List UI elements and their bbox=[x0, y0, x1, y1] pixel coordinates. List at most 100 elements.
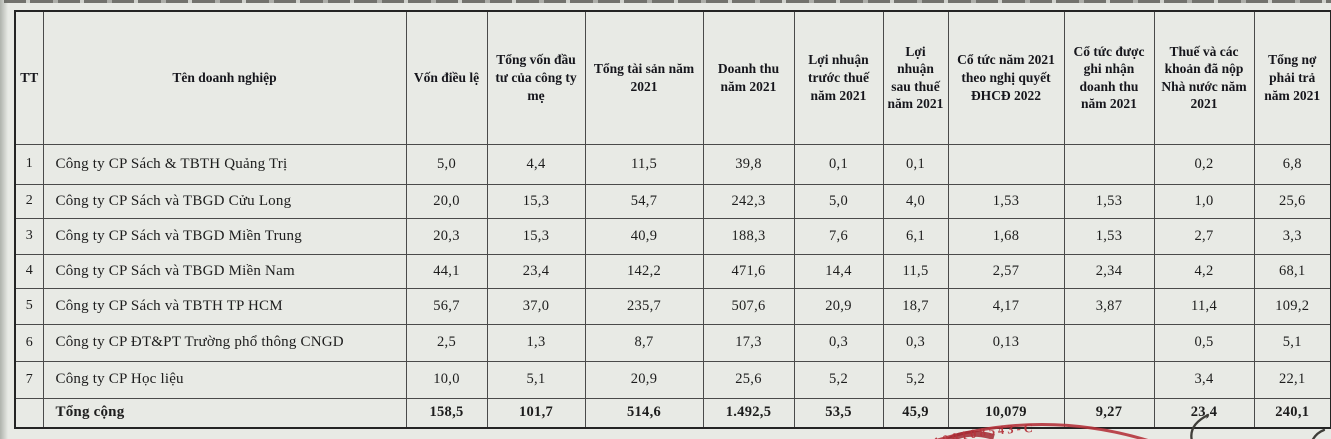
value-cell: 0,1 bbox=[882, 143, 949, 185]
total-value-cell: 9,27 bbox=[1063, 397, 1155, 429]
value-cell: 5,1 bbox=[1253, 323, 1331, 362]
value-cell bbox=[1063, 143, 1155, 185]
value-cell: 5,2 bbox=[882, 360, 949, 399]
value-cell: 23,4 bbox=[486, 253, 586, 289]
value-cell: 5,1 bbox=[486, 360, 586, 399]
value-cell bbox=[947, 360, 1065, 399]
value-cell: 109,2 bbox=[1253, 287, 1331, 325]
value-cell: 0,3 bbox=[882, 323, 949, 362]
column-header-loi-nhuan-truoc-thue: Lợi nhuận trước thuế năm 2021 bbox=[793, 10, 884, 145]
company-name-cell: Công ty CP ĐT&PT Trường phổ thông CNGD bbox=[42, 323, 407, 362]
value-cell: 0,1 bbox=[793, 143, 884, 185]
value-cell: 6,8 bbox=[1253, 143, 1331, 185]
row-index-cell bbox=[14, 397, 44, 429]
value-cell: 1,53 bbox=[1063, 217, 1155, 255]
column-header-co-tuc-nghi-quyet: Cổ tức năm 2021 theo nghị quyết ĐHCĐ 202… bbox=[947, 10, 1065, 145]
value-cell: 5,0 bbox=[405, 143, 488, 185]
total-value-cell: 158,5 bbox=[405, 397, 488, 429]
table-row: 6 Công ty CP ĐT&PT Trường phổ thông CNGD 2… bbox=[14, 323, 1331, 362]
company-name-cell: Công ty CP Sách và TBGD Miền Nam bbox=[42, 253, 407, 289]
value-cell: 2,34 bbox=[1063, 253, 1155, 289]
company-name-cell: Công ty CP Sách và TBTH TP HCM bbox=[42, 287, 407, 325]
column-header-von-dieu-le: Vốn điều lệ bbox=[405, 10, 488, 145]
value-cell: 142,2 bbox=[584, 253, 704, 289]
value-cell: 235,7 bbox=[584, 287, 704, 325]
value-cell: 1,0 bbox=[1153, 183, 1255, 219]
value-cell: 4,4 bbox=[486, 143, 586, 185]
value-cell: 5,0 bbox=[793, 183, 884, 219]
value-cell bbox=[1063, 360, 1155, 399]
value-cell: 1,53 bbox=[1063, 183, 1155, 219]
row-index-cell: 6 bbox=[14, 323, 44, 362]
column-header-tong-tai-san: Tổng tài sản năm 2021 bbox=[584, 10, 704, 145]
value-cell: 2,57 bbox=[947, 253, 1065, 289]
total-row: Tổng cộng 158,5 101,7 514,6 1.492,5 53,5 45,9 1… bbox=[14, 397, 1331, 429]
total-value-cell: 1.492,5 bbox=[702, 397, 795, 429]
value-cell: 40,9 bbox=[584, 217, 704, 255]
company-name-cell: Công ty CP Sách và TBGD Miền Trung bbox=[42, 217, 407, 255]
column-header-doanh-thu: Doanh thu năm 2021 bbox=[702, 10, 795, 145]
value-cell: 4,17 bbox=[947, 287, 1065, 325]
column-header-loi-nhuan-sau-thue: Lợi nhuận sau thuế năm 2021 bbox=[882, 10, 949, 145]
total-value-cell: 45,9 bbox=[882, 397, 949, 429]
company-name-cell: Công ty CP Sách và TBGD Cửu Long bbox=[42, 183, 407, 219]
value-cell: 18,7 bbox=[882, 287, 949, 325]
row-index-cell: 3 bbox=[14, 217, 44, 255]
value-cell: 4,0 bbox=[882, 183, 949, 219]
value-cell: 0,3 bbox=[793, 323, 884, 362]
total-label-cell: Tổng cộng bbox=[42, 397, 407, 429]
row-index-cell: 5 bbox=[14, 287, 44, 325]
value-cell: 3,3 bbox=[1253, 217, 1331, 255]
value-cell: 25,6 bbox=[1253, 183, 1331, 219]
value-cell: 11,5 bbox=[882, 253, 949, 289]
total-value-cell: 53,5 bbox=[793, 397, 884, 429]
value-cell: 20,9 bbox=[793, 287, 884, 325]
value-cell: 11,4 bbox=[1153, 287, 1255, 325]
table-row: 3 Công ty CP Sách và TBGD Miền Trung 20,3 1… bbox=[14, 217, 1331, 255]
value-cell: 68,1 bbox=[1253, 253, 1331, 289]
value-cell: 4,2 bbox=[1153, 253, 1255, 289]
column-header-ten-doanh-nghiep: Tên doanh nghiệp bbox=[42, 10, 407, 145]
table-row: 1 Công ty CP Sách & TBTH Quảng Trị 5,0 4,4 1… bbox=[14, 143, 1331, 185]
scan-artifact-top-line bbox=[4, 0, 1331, 3]
scan-artifact-left-shadow bbox=[0, 0, 8, 439]
table-row: 7 Công ty CP Học liệu 10,0 5,1 20,9 25,6 5,2 5,… bbox=[14, 360, 1331, 399]
value-cell: 5,2 bbox=[793, 360, 884, 399]
value-cell: 15,3 bbox=[486, 183, 586, 219]
value-cell: 2,5 bbox=[405, 323, 488, 362]
value-cell: 20,9 bbox=[584, 360, 704, 399]
value-cell: 242,3 bbox=[702, 183, 795, 219]
pen-mark-corner bbox=[1311, 428, 1326, 439]
value-cell bbox=[1063, 323, 1155, 362]
table-row: 5 Công ty CP Sách và TBTH TP HCM 56,7 37,0 2… bbox=[14, 287, 1331, 325]
value-cell: 17,3 bbox=[702, 323, 795, 362]
value-cell: 15,3 bbox=[486, 217, 586, 255]
value-cell: 39,8 bbox=[702, 143, 795, 185]
company-name-cell: Công ty CP Sách & TBTH Quảng Trị bbox=[42, 143, 407, 185]
value-cell: 11,5 bbox=[584, 143, 704, 185]
value-cell: 1,68 bbox=[947, 217, 1065, 255]
row-index-cell: 1 bbox=[14, 143, 44, 185]
value-cell: 188,3 bbox=[702, 217, 795, 255]
value-cell: 56,7 bbox=[405, 287, 488, 325]
value-cell: 8,7 bbox=[584, 323, 704, 362]
row-index-cell: 7 bbox=[14, 360, 44, 399]
total-value-cell: 101,7 bbox=[486, 397, 586, 429]
row-index-cell: 4 bbox=[14, 253, 44, 289]
total-value-cell: 23,4 bbox=[1153, 397, 1255, 429]
table-row: 4 Công ty CP Sách và TBGD Miền Nam 44,1 23,… bbox=[14, 253, 1331, 289]
value-cell: 22,1 bbox=[1253, 360, 1331, 399]
value-cell: 37,0 bbox=[486, 287, 586, 325]
column-header-tong-von-dau-tu: Tổng vốn đầu tư của công ty mẹ bbox=[486, 10, 586, 145]
value-cell: 0,2 bbox=[1153, 143, 1255, 185]
column-header-tong-no: Tổng nợ phải trả năm 2021 bbox=[1253, 10, 1331, 145]
value-cell: 3,87 bbox=[1063, 287, 1155, 325]
value-cell: 0,13 bbox=[947, 323, 1065, 362]
column-header-tt: TT bbox=[14, 10, 44, 145]
value-cell: 20,0 bbox=[405, 183, 488, 219]
value-cell: 507,6 bbox=[702, 287, 795, 325]
financial-table: TT Tên doanh nghiệp Vốn điều lệ Tổng vốn đầ… bbox=[14, 10, 1331, 429]
value-cell: 44,1 bbox=[405, 253, 488, 289]
value-cell: 2,7 bbox=[1153, 217, 1255, 255]
